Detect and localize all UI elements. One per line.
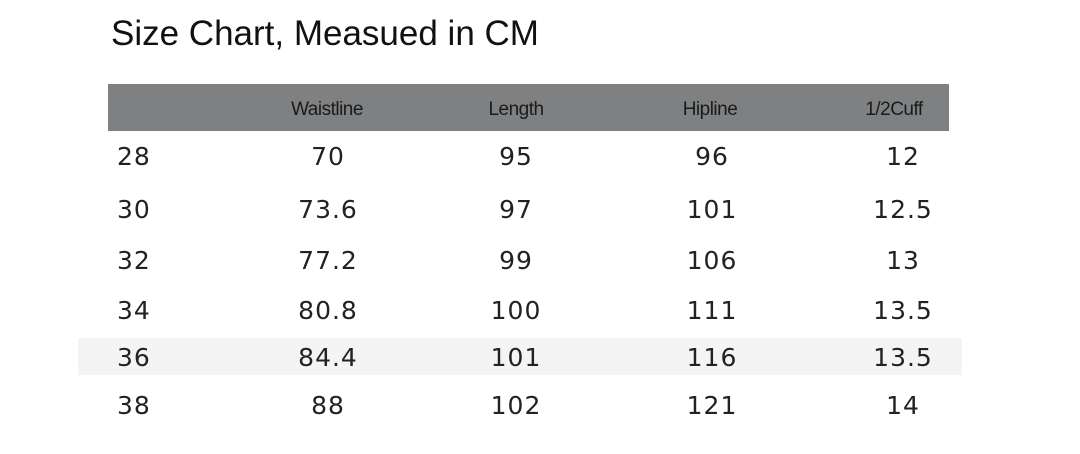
- table-row: 38 88 102 121 14: [0, 386, 1080, 426]
- header-cuff: 1/2Cuff: [865, 99, 923, 120]
- waistline-cell: 84.4: [298, 343, 358, 372]
- cuff-cell: 13.5: [873, 296, 933, 325]
- waistline-cell: 80.8: [298, 296, 358, 325]
- header-length: Length: [488, 99, 544, 120]
- cuff-cell: 14: [886, 391, 920, 420]
- size-cell: 28: [117, 142, 151, 171]
- hipline-cell: 111: [686, 296, 738, 325]
- table-row: 36 84.4 101 116 13.5: [0, 338, 1080, 378]
- length-cell: 100: [490, 296, 542, 325]
- cuff-cell: 12: [886, 142, 920, 171]
- hipline-cell: 101: [686, 195, 738, 224]
- table-row: 32 77.2 99 106 13: [0, 241, 1080, 281]
- size-cell: 38: [117, 391, 151, 420]
- length-cell: 102: [490, 391, 542, 420]
- hipline-cell: 116: [686, 343, 738, 372]
- waistline-cell: 88: [311, 391, 345, 420]
- waistline-cell: 70: [311, 142, 345, 171]
- header-hipline: Hipline: [682, 99, 738, 120]
- length-cell: 97: [499, 195, 533, 224]
- header-waistline: Waistline: [291, 99, 363, 120]
- size-cell: 32: [117, 246, 151, 275]
- cuff-cell: 13: [886, 246, 920, 275]
- hipline-cell: 121: [686, 391, 738, 420]
- hipline-cell: 96: [695, 142, 729, 171]
- length-cell: 101: [490, 343, 542, 372]
- hipline-cell: 106: [686, 246, 738, 275]
- waistline-cell: 77.2: [298, 246, 358, 275]
- length-cell: 99: [499, 246, 533, 275]
- row-highlight: [78, 338, 962, 375]
- page-title: Size Chart, Measued in CM: [111, 14, 539, 53]
- table-row: 28 70 95 96 12: [0, 137, 1080, 177]
- length-cell: 95: [499, 142, 533, 171]
- size-cell: 36: [117, 343, 151, 372]
- size-cell: 30: [117, 195, 151, 224]
- table-row: 30 73.6 97 101 12.5: [0, 190, 1080, 230]
- size-cell: 34: [117, 296, 151, 325]
- table-header: Waistline Length Hipline 1/2Cuff: [108, 84, 949, 131]
- cuff-cell: 13.5: [873, 343, 933, 372]
- table-row: 34 80.8 100 111 13.5: [0, 291, 1080, 331]
- cuff-cell: 12.5: [873, 195, 933, 224]
- waistline-cell: 73.6: [298, 195, 358, 224]
